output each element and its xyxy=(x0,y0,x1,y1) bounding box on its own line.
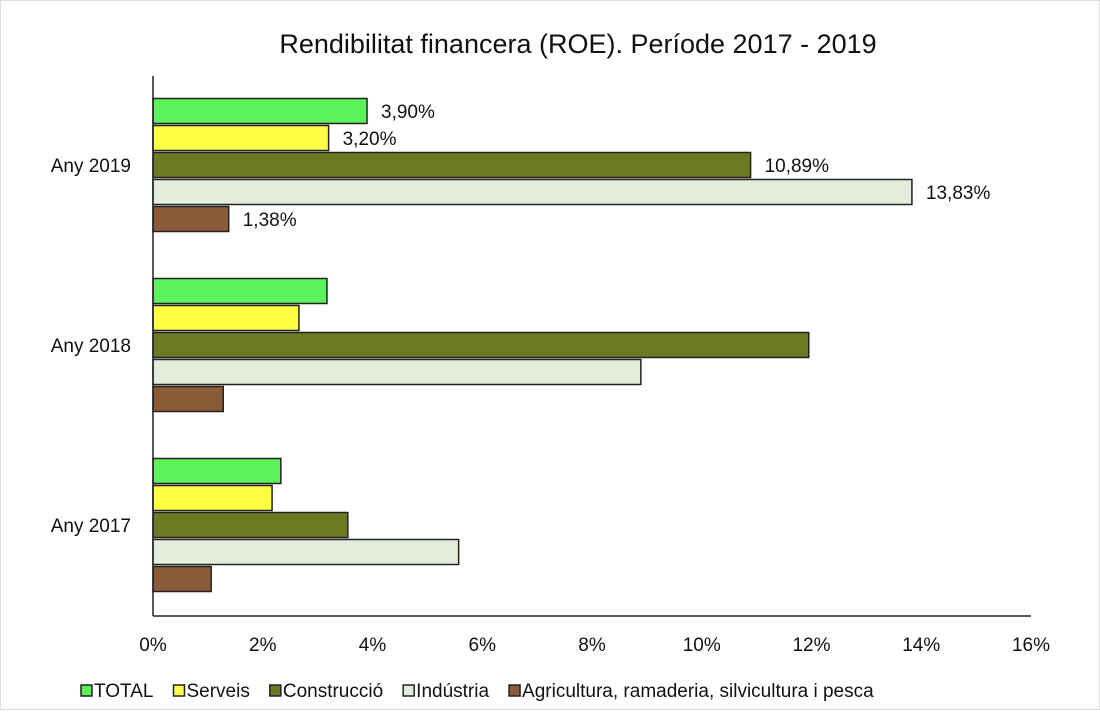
bar-agricultura-any-2018 xyxy=(152,385,224,413)
category-label: Any 2019 xyxy=(51,156,131,177)
data-label: 3,20% xyxy=(343,129,397,150)
x-tick-label: 10% xyxy=(683,635,721,656)
bar-indústria-any-2019 xyxy=(152,178,913,206)
x-tick-label: 12% xyxy=(792,635,830,656)
x-tick-label: 6% xyxy=(469,635,497,656)
bar-total-any-2018 xyxy=(152,277,328,305)
legend-swatch xyxy=(402,684,415,697)
category-label: Any 2017 xyxy=(51,516,131,537)
legend-label: Construcció xyxy=(283,681,383,702)
legend-label: Indústria xyxy=(416,681,489,702)
bar-agricultura-any-2017 xyxy=(152,565,212,593)
data-label: 3,90% xyxy=(381,102,435,123)
bar-indústria-any-2018 xyxy=(152,358,642,386)
x-tick-label: 2% xyxy=(249,635,277,656)
data-label: 13,83% xyxy=(926,183,991,204)
data-label: 10,89% xyxy=(765,156,830,177)
bar-construcció-any-2017 xyxy=(152,511,349,539)
bar-serveis-any-2017 xyxy=(152,484,273,512)
bar-serveis-any-2019 xyxy=(152,124,330,152)
bar-total-any-2019 xyxy=(152,97,368,125)
bar-agricultura-any-2019 xyxy=(152,205,230,233)
bar-construcció-any-2018 xyxy=(152,331,810,359)
x-tick-label: 16% xyxy=(1012,635,1050,656)
bar-total-any-2017 xyxy=(152,457,282,485)
legend-label: Serveis xyxy=(186,681,249,702)
x-tick-label: 8% xyxy=(578,635,606,656)
bar-serveis-any-2018 xyxy=(152,304,300,332)
x-tick-label: 14% xyxy=(902,635,940,656)
x-tick-label: 0% xyxy=(139,635,167,656)
legend-label: TOTAL xyxy=(94,681,153,702)
legend-label: Agricultura, ramaderia, silvicultura i p… xyxy=(522,681,874,702)
category-label: Any 2018 xyxy=(51,336,131,357)
legend-swatch xyxy=(172,684,186,697)
legend-swatch xyxy=(80,684,93,697)
legend-swatch xyxy=(508,684,521,697)
data-label: 1,38% xyxy=(243,210,297,231)
bar-construcció-any-2019 xyxy=(152,151,752,179)
bar-indústria-any-2017 xyxy=(152,538,460,566)
x-tick-label: 4% xyxy=(359,635,387,656)
legend-swatch xyxy=(269,684,282,697)
chart-title: Rendibilitat financera (ROE). Període 20… xyxy=(279,29,876,59)
